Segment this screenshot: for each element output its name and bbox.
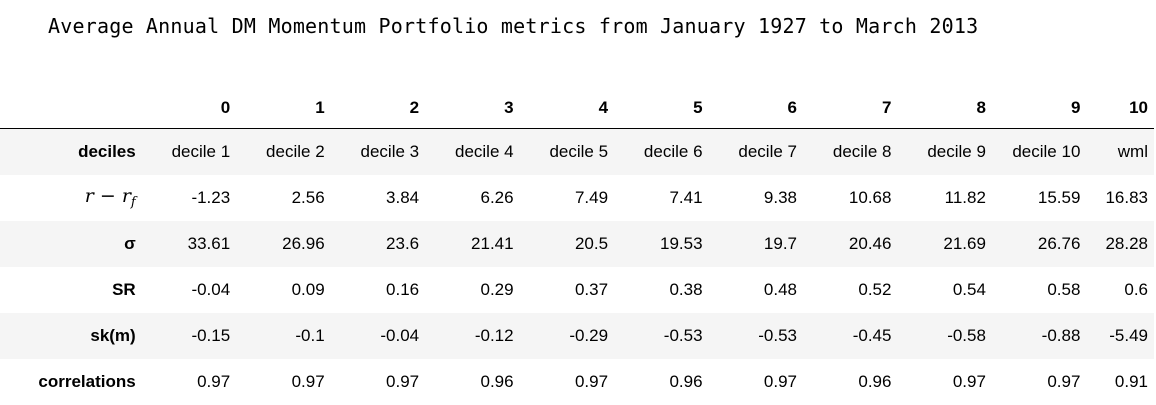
table-cell: -0.53 xyxy=(758,325,797,345)
table-row: r − rf -1.23 2.56 3.84 6.26 7.49 7.41 9.38 10.68… xyxy=(0,175,1154,221)
table-cell: decile 2 xyxy=(266,141,325,161)
table-cell: 0.09 xyxy=(291,279,325,299)
table-cell: 0.96 xyxy=(669,371,703,391)
table-cell: wml xyxy=(1117,141,1148,161)
table-cell: 0.6 xyxy=(1124,279,1148,299)
table-cell: -0.58 xyxy=(947,325,986,345)
table-cell: 0.16 xyxy=(386,279,420,299)
table-cell: 11.82 xyxy=(944,187,986,207)
table-cell: 20.46 xyxy=(848,233,892,253)
table-row: SR -0.04 0.09 0.16 0.29 0.37 0.38 0.48 0.52 0.54 0… xyxy=(0,267,1154,313)
table-cell: decile 7 xyxy=(738,141,797,161)
table-cell: -0.04 xyxy=(380,325,420,345)
table-cell: 21.41 xyxy=(471,233,514,253)
table-cell: 19.7 xyxy=(763,233,797,253)
table-cell: 26.96 xyxy=(282,233,325,253)
table-cell: -0.53 xyxy=(663,325,703,345)
column-header: 3 xyxy=(425,88,520,129)
table-cell: 0.97 xyxy=(763,371,797,391)
column-header: 5 xyxy=(614,88,709,129)
table-row: deciles decile 1 decile 2 decile 3 decile 4 d… xyxy=(0,128,1154,175)
table-cell: 0.58 xyxy=(1047,279,1081,299)
table-cell: decile 9 xyxy=(927,141,986,161)
table-cell: decile 10 xyxy=(1012,141,1081,161)
table-cell: decile 6 xyxy=(643,141,703,161)
column-header: 0 xyxy=(141,88,237,129)
row-label-subscript: f xyxy=(130,195,136,210)
table-cell: 0.52 xyxy=(858,279,892,299)
row-label: correlations xyxy=(38,371,136,391)
table-cell: -0.12 xyxy=(474,325,514,345)
table-cell: decile 4 xyxy=(454,141,514,161)
row-label: σ xyxy=(124,233,136,253)
table-cell: 0.97 xyxy=(574,371,609,391)
table-cell: decile 1 xyxy=(171,141,231,161)
table-cell: 0.91 xyxy=(1114,371,1148,391)
column-header: 10 xyxy=(1086,88,1154,129)
table-cell: 0.96 xyxy=(480,371,514,391)
table-row: σ 33.61 26.96 23.6 21.41 20.5 19.53 19.7 20.46 21… xyxy=(0,220,1154,267)
table-cell: decile 5 xyxy=(549,141,609,161)
column-header: 4 xyxy=(519,88,615,129)
table-cell: 26.76 xyxy=(1037,233,1081,253)
row-label-main: r − r xyxy=(84,185,131,207)
row-label: SR xyxy=(112,279,136,299)
table-cell: 0.38 xyxy=(669,279,703,299)
table-cell: 0.97 xyxy=(386,371,420,391)
table-row: correlations 0.97 0.97 0.97 0.96 0.97 0.96 0.97… xyxy=(0,359,1154,405)
table-cell: 0.97 xyxy=(291,371,325,391)
table-cell: 19.53 xyxy=(659,233,703,253)
table-cell: 0.97 xyxy=(197,371,231,391)
row-label: r − rf xyxy=(0,175,142,221)
table-cell: decile 8 xyxy=(832,141,892,161)
table-cell: 23.6 xyxy=(386,233,420,253)
table-cell: -0.88 xyxy=(1041,325,1081,345)
table-cell: -5.49 xyxy=(1109,325,1148,345)
table-cell: 28.28 xyxy=(1105,233,1148,253)
table-cell: -0.45 xyxy=(852,325,892,345)
table-cell: -0.15 xyxy=(191,325,231,345)
column-header: 1 xyxy=(236,88,331,129)
table-cell: 20.5 xyxy=(574,233,609,253)
table-cell: 21.69 xyxy=(943,233,986,253)
table-cell: 6.26 xyxy=(480,187,514,207)
column-header: 7 xyxy=(803,88,898,129)
table-cell: -0.1 xyxy=(295,325,325,345)
table-cell: 15.59 xyxy=(1037,187,1081,207)
table-cell: 33.61 xyxy=(187,233,231,253)
row-label: sk(m) xyxy=(90,325,136,345)
table-cell: 7.49 xyxy=(574,187,609,207)
table-cell: 0.97 xyxy=(952,371,986,391)
table-cell: 0.48 xyxy=(763,279,797,299)
column-header: 9 xyxy=(991,88,1087,129)
table-cell: 7.41 xyxy=(669,187,703,207)
row-label: deciles xyxy=(78,141,136,161)
metrics-table: 0 1 2 3 4 5 6 7 8 9 10 deciles decile 1 de… xyxy=(0,88,1154,405)
column-header: 8 xyxy=(897,88,992,129)
table-cell: 0.54 xyxy=(952,279,986,299)
table-body: deciles decile 1 decile 2 decile 3 decile 4 d… xyxy=(0,128,1154,405)
table-cell: 0.37 xyxy=(574,279,609,299)
column-header: 6 xyxy=(708,88,803,129)
table-cell: -0.04 xyxy=(191,279,231,299)
table-row: sk(m) -0.15 -0.1 -0.04 -0.12 -0.29 -0.53 -0.53 -… xyxy=(0,312,1154,359)
table-cell: -1.23 xyxy=(191,187,231,207)
table-cell: 3.84 xyxy=(386,187,420,207)
table-cell: 0.96 xyxy=(858,371,892,391)
index-header xyxy=(0,88,142,129)
table-title: Average Annual DM Momentum Portfolio met… xyxy=(48,14,979,38)
table-cell: 10.68 xyxy=(848,187,892,207)
table-cell: 9.38 xyxy=(763,187,797,207)
column-header: 2 xyxy=(330,88,426,129)
table-cell: decile 3 xyxy=(360,141,420,161)
table-cell: 2.56 xyxy=(291,187,325,207)
header-row: 0 1 2 3 4 5 6 7 8 9 10 xyxy=(0,88,1154,129)
table-cell: 16.83 xyxy=(1105,187,1148,207)
table-cell: -0.29 xyxy=(569,325,609,345)
table-cell: 0.97 xyxy=(1047,371,1081,391)
table-cell: 0.29 xyxy=(480,279,514,299)
